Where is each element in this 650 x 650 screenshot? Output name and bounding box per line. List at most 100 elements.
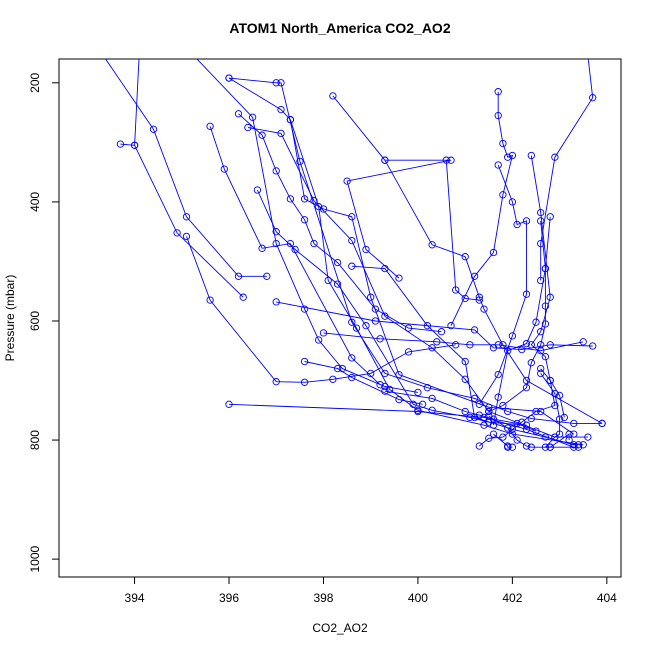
y-tick-label: 1000: [28, 545, 42, 572]
x-tick-label: 398: [313, 591, 333, 605]
data-point: [206, 296, 214, 304]
data-point: [537, 369, 545, 378]
data-point: [551, 401, 559, 410]
data-point: [130, 141, 139, 149]
data-point: [362, 245, 370, 254]
data-point: [541, 353, 550, 361]
data-point: [452, 341, 460, 349]
data-point: [291, 245, 299, 254]
data-point: [348, 213, 356, 221]
y-tick-label: 200: [28, 72, 42, 92]
series-line: [488, 415, 579, 448]
data-point: [499, 433, 507, 441]
data-point: [343, 177, 351, 185]
data-point: [329, 375, 337, 383]
series-profile: [225, 400, 578, 451]
data-point: [551, 433, 559, 441]
series-line: [346, 159, 452, 279]
x-tick-label: 394: [125, 591, 145, 605]
data-point: [286, 116, 295, 124]
data-point: [513, 436, 521, 444]
data-point: [489, 344, 498, 352]
data-point: [442, 156, 450, 164]
series-line: [238, 113, 442, 333]
data-point: [414, 388, 422, 397]
data-point: [300, 305, 309, 313]
data-point: [574, 443, 583, 451]
data-point: [116, 140, 125, 148]
data-point: [499, 139, 507, 148]
data-point: [149, 125, 158, 133]
data-point: [546, 443, 554, 451]
data-point: [428, 241, 436, 249]
data-point: [489, 248, 498, 257]
data-point: [376, 381, 384, 389]
series-line: [488, 220, 546, 412]
series-profile: [272, 298, 597, 354]
data-point: [466, 341, 474, 349]
data-point: [333, 258, 342, 267]
series-line: [384, 390, 537, 432]
data-point: [585, 59, 590, 60]
series-line: [540, 59, 594, 281]
data-point: [518, 345, 526, 354]
data-point: [527, 359, 535, 367]
data-point: [352, 324, 361, 332]
series-line: [304, 361, 423, 405]
data-point: [570, 441, 578, 449]
y-axis-label: Pressure (mbar): [3, 275, 17, 362]
data-point: [98, 50, 104, 56]
series-profile: [442, 156, 483, 304]
y-tick-label: 800: [28, 430, 42, 450]
data-point: [574, 441, 583, 449]
data-point: [541, 264, 550, 273]
data-point: [508, 332, 517, 340]
data-point: [182, 213, 191, 221]
data-point: [537, 208, 545, 217]
series-line: [247, 127, 588, 438]
series-line: [478, 164, 527, 405]
data-point: [499, 401, 507, 410]
series-line: [276, 301, 593, 351]
data-point: [522, 442, 531, 450]
data-point: [263, 272, 271, 280]
data-point: [437, 328, 446, 336]
data-point: [253, 186, 262, 194]
data-point: [324, 276, 332, 285]
data-point: [433, 338, 441, 346]
data-point: [570, 419, 578, 428]
data-point: [381, 369, 389, 378]
x-axis-label: CO2_AO2: [312, 621, 368, 635]
data-point: [513, 220, 521, 229]
data-point: [333, 364, 342, 373]
data-point: [546, 341, 554, 349]
data-point: [182, 232, 191, 241]
data-point: [362, 322, 370, 330]
data-point: [480, 305, 488, 313]
series-line: [105, 59, 267, 277]
series-line: [120, 59, 140, 146]
data-point: [296, 157, 304, 166]
data-point: [310, 239, 318, 248]
data-point: [489, 415, 498, 423]
data-point: [319, 329, 328, 337]
data-point: [248, 113, 257, 121]
data-point: [272, 239, 280, 248]
data-point: [555, 391, 564, 400]
data-point: [371, 305, 380, 313]
data-point: [541, 302, 550, 310]
data-point: [447, 322, 455, 330]
data-point: [461, 253, 469, 261]
data-point: [466, 413, 474, 422]
data-point: [494, 370, 502, 379]
data-point: [348, 373, 356, 382]
data-point: [272, 79, 280, 87]
data-point: [244, 123, 252, 132]
series-line: [351, 265, 579, 446]
data-point: [499, 191, 507, 199]
data-point: [513, 419, 521, 428]
data-point: [494, 161, 502, 169]
data-point: [475, 293, 483, 301]
data-point: [315, 336, 323, 344]
data-point: [286, 239, 295, 248]
